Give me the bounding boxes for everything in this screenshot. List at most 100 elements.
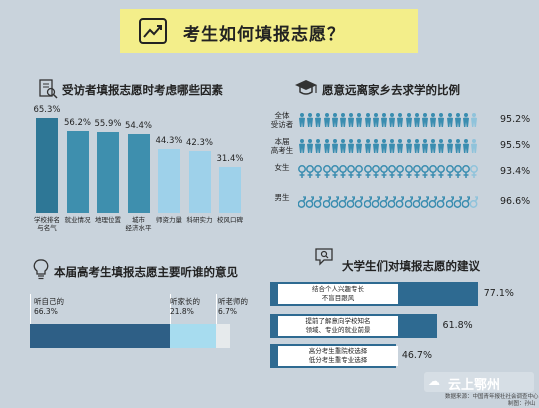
person-icon bbox=[438, 113, 445, 127]
advice-value-label: 21.8% bbox=[170, 307, 194, 316]
factor-bar bbox=[127, 133, 150, 213]
source-note: 数据来源：中国青年报社社会调查中心 bbox=[445, 394, 539, 400]
female-icon bbox=[380, 165, 388, 178]
female-icon bbox=[306, 165, 315, 178]
male-icon bbox=[339, 196, 347, 208]
person-icon bbox=[454, 139, 461, 153]
female-icon bbox=[437, 165, 446, 178]
person-icon bbox=[454, 113, 461, 127]
factor-bar bbox=[188, 151, 211, 213]
male-icon bbox=[388, 196, 397, 208]
male-icon bbox=[314, 196, 323, 208]
person-icon bbox=[397, 139, 404, 153]
suggestion-label: 提前了解意向学校知名 领域、专业的就业前景 bbox=[278, 316, 398, 336]
factor-value-label: 55.9% bbox=[94, 118, 122, 129]
far-title: 愿意远离家乡去求学的比例 bbox=[322, 83, 460, 97]
person-icon bbox=[471, 113, 478, 127]
female-icon bbox=[421, 165, 429, 178]
female-icon bbox=[371, 165, 380, 178]
female-icon bbox=[298, 165, 306, 178]
watermark: 云上鄂州 bbox=[448, 378, 501, 393]
person-icon bbox=[405, 113, 412, 127]
far-value-label: 95.2% bbox=[500, 114, 531, 125]
advice-category-label: 听家长的 bbox=[170, 297, 200, 306]
male-icon bbox=[396, 196, 405, 208]
person-icon bbox=[389, 113, 396, 127]
credit-note: 制图：孙山 bbox=[508, 401, 536, 407]
male-icon bbox=[462, 196, 470, 208]
person-icon bbox=[364, 113, 371, 127]
male-icon bbox=[412, 196, 421, 208]
suggestion-label: 高分考生重院校选择 低分考生重专业选择 bbox=[278, 346, 398, 366]
far-row-label: 本届 高考生 bbox=[270, 137, 294, 155]
advice-divider bbox=[30, 294, 31, 324]
person-icon bbox=[299, 113, 305, 127]
person-icon bbox=[331, 113, 338, 127]
factor-value-label: 65.3% bbox=[33, 105, 61, 115]
female-icon bbox=[347, 165, 356, 178]
factor-value-label: 56.2% bbox=[63, 118, 91, 129]
factor-category-label: 师资力量 bbox=[156, 216, 182, 224]
suggestion-value-label: 77.1% bbox=[483, 288, 514, 299]
far-value-label: 93.4% bbox=[500, 166, 531, 177]
graduate-icon bbox=[295, 80, 317, 95]
advice-title: 本届高考生填报志愿主要听谁的意见 bbox=[54, 265, 238, 279]
advice-divider bbox=[215, 294, 217, 324]
female-icon bbox=[396, 165, 405, 178]
female-icon bbox=[314, 165, 323, 178]
page-title: 考生如何填报志愿？ bbox=[183, 25, 345, 45]
male-icon bbox=[470, 196, 479, 208]
male-icon bbox=[347, 196, 356, 208]
male-icon bbox=[453, 196, 462, 208]
factor-bar bbox=[36, 118, 58, 213]
male-icon bbox=[298, 196, 306, 208]
document-search-icon bbox=[39, 79, 58, 99]
person-icon bbox=[323, 139, 330, 153]
person-icon bbox=[463, 139, 469, 153]
person-icon bbox=[413, 139, 420, 153]
trend-chart-icon bbox=[139, 18, 167, 44]
suggestions-title: 大学生们对填报志愿的建议 bbox=[342, 259, 480, 273]
advice-segment bbox=[30, 324, 170, 348]
far-value-label: 96.6% bbox=[500, 196, 531, 207]
far-chart: 全体 受访者 95.2% 本届 高考生 95.5% 女生 93.4% 男生 96.6% bbox=[268, 108, 533, 226]
male-icon bbox=[380, 196, 388, 208]
person-icon bbox=[356, 139, 363, 153]
far-row-label: 女生 bbox=[274, 163, 290, 172]
female-icon bbox=[322, 165, 331, 178]
factors-title: 受访者填报志愿时考虑哪些因素 bbox=[62, 83, 223, 97]
person-icon bbox=[405, 139, 412, 153]
male-icon bbox=[306, 196, 315, 208]
lightbulb-icon bbox=[33, 259, 49, 280]
person-icon bbox=[348, 139, 355, 153]
advice-category-label: 听自己的 bbox=[34, 297, 64, 306]
advice-divider bbox=[169, 294, 171, 324]
suggestion-value-label: 46.7% bbox=[401, 350, 433, 361]
person-icon bbox=[307, 113, 314, 127]
person-icon bbox=[463, 113, 469, 127]
person-icon bbox=[446, 139, 453, 153]
person-icon bbox=[315, 139, 322, 153]
person-icon bbox=[340, 139, 346, 153]
male-icon bbox=[429, 196, 438, 208]
suggestion-value-label: 61.8% bbox=[442, 320, 473, 331]
advice-segment bbox=[169, 324, 216, 348]
female-icon bbox=[429, 165, 438, 178]
person-icon bbox=[356, 113, 363, 127]
female-icon bbox=[339, 165, 347, 178]
female-icon bbox=[355, 165, 364, 178]
person-icon bbox=[438, 139, 445, 153]
person-icon bbox=[323, 113, 330, 127]
person-icon bbox=[381, 139, 387, 153]
person-icon bbox=[372, 139, 379, 153]
title-banner bbox=[120, 9, 418, 53]
person-icon bbox=[340, 113, 346, 127]
factor-category-label: 校风口碑 bbox=[217, 216, 243, 224]
female-icon bbox=[412, 165, 421, 178]
female-icon bbox=[453, 165, 462, 178]
person-icon bbox=[372, 113, 379, 127]
person-icon bbox=[381, 113, 387, 127]
person-icon bbox=[430, 113, 437, 127]
person-icon bbox=[331, 139, 338, 153]
person-icon bbox=[413, 113, 420, 127]
